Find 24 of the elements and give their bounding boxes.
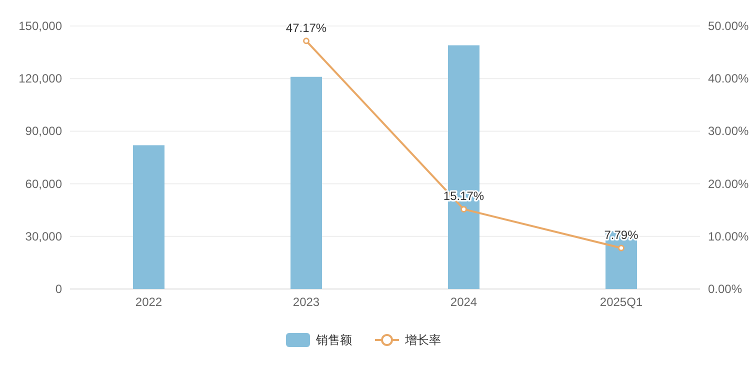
x-tick-label: 2025Q1 bbox=[600, 295, 643, 309]
y2-tick-label: 10.00% bbox=[708, 229, 750, 244]
point bbox=[303, 38, 310, 44]
bar bbox=[290, 76, 322, 289]
point bbox=[460, 206, 467, 212]
y2-tick-label: 50.00% bbox=[708, 19, 750, 33]
y2-tick-label: 30.00% bbox=[708, 124, 750, 138]
y2-tick-label: 20.00% bbox=[708, 176, 750, 191]
legend-label: 销售额 bbox=[315, 333, 352, 347]
x-tick-label: 2024 bbox=[450, 295, 478, 309]
y2-tick-label: 40.00% bbox=[708, 72, 750, 86]
y-tick-label: 0 bbox=[55, 282, 62, 296]
y-tick-label: 120,000 bbox=[18, 72, 62, 86]
y-tick-label: 30,000 bbox=[25, 229, 62, 244]
y-tick-label: 90,000 bbox=[25, 124, 62, 138]
point bbox=[618, 244, 624, 252]
legend-label: 增长率 bbox=[404, 333, 441, 347]
data-label: 47.17% bbox=[286, 20, 327, 35]
x-tick-label: 2022 bbox=[135, 295, 162, 309]
x-tick-label: 2023 bbox=[292, 295, 320, 309]
y2-tick-label: 0.00% bbox=[708, 282, 742, 296]
y-tick-label: 150,000 bbox=[18, 19, 62, 33]
y-tick-label: 60,000 bbox=[25, 176, 62, 191]
bar bbox=[133, 145, 164, 289]
